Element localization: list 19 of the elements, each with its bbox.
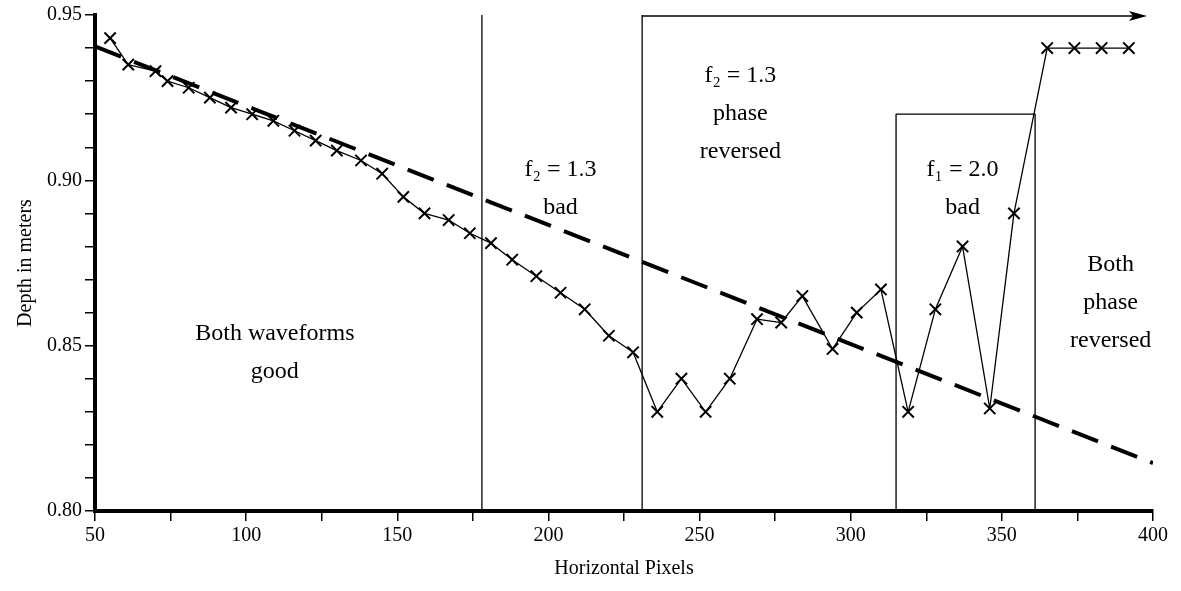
- x-tick-label: 200: [533, 523, 564, 546]
- y-tick-label: 0.95: [47, 2, 82, 25]
- annotation: f₁ = 2.0 bad: [926, 154, 999, 219]
- annotation: f₂ = 1.3 bad: [524, 154, 597, 219]
- y-tick-label: 0.80: [47, 498, 82, 521]
- x-tick-label: 150: [382, 523, 413, 546]
- x-tick-label: 250: [684, 523, 715, 546]
- annotation: Both phase reversed: [1070, 249, 1152, 352]
- x-tick-label: 100: [231, 523, 262, 546]
- x-tick-label: 350: [986, 523, 1017, 546]
- x-tick-label: 50: [85, 523, 105, 546]
- x-tick-label: 400: [1138, 523, 1168, 546]
- x-tick-label: 300: [835, 523, 866, 546]
- y-axis-title: Depth in meters: [13, 198, 37, 327]
- y-tick-label: 0.85: [47, 332, 82, 355]
- x-axis-title: Horizontal Pixels: [554, 556, 694, 579]
- annotation: Both waveforms good: [195, 318, 355, 383]
- y-tick-label: 0.90: [47, 167, 82, 190]
- annotation: f₂ = 1.3 phase reversed: [699, 61, 782, 164]
